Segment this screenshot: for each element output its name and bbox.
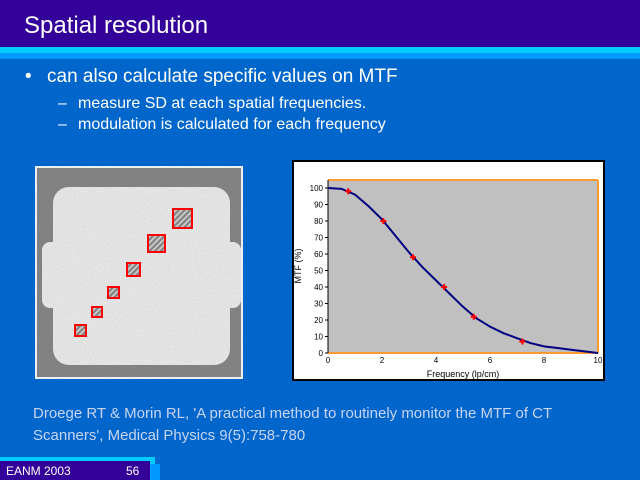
data-point [519, 338, 526, 345]
y-tick-label: 90 [314, 201, 323, 210]
y-tick-label: 30 [314, 300, 323, 309]
x-tick-label: 6 [488, 356, 493, 365]
x-tick-label: 10 [594, 356, 603, 365]
page-number: 56 [126, 464, 140, 478]
footer-box: EANM 2003 56 [0, 461, 150, 480]
footer-stripe [0, 457, 155, 461]
plot-area [328, 180, 598, 353]
footer-stripe-2 [150, 464, 160, 480]
ct-phantom-image [35, 166, 243, 379]
mtf-chart-svg: 0 10 20 30 40 50 60 70 80 90 100 0 2 4 6 8 10 Frequency … [293, 179, 603, 379]
sub-bullet-2: modulation is calculated for each freque… [78, 116, 386, 133]
roi-square [147, 234, 166, 253]
roi-square [126, 262, 141, 277]
y-tick-label: 60 [314, 250, 323, 259]
data-point [441, 284, 448, 290]
sub-bullet-1: measure SD at each spatial frequencies. [78, 95, 367, 112]
x-axis-label: Frequency (lp/cm) [427, 369, 500, 379]
data-point [470, 313, 477, 320]
roi-square [74, 324, 87, 337]
footer-stripe-corner [150, 457, 155, 464]
y-tick-label: 40 [314, 283, 323, 292]
bullet-text: can also calculate specific values on MT… [47, 66, 398, 87]
data-point [410, 254, 417, 261]
footer-event: EANM 2003 [6, 464, 71, 478]
y-tick-label: 80 [314, 217, 323, 226]
citation-line-1: Droege RT & Morin RL, 'A practical metho… [33, 405, 553, 422]
y-axis-label: MTF (%) [294, 249, 303, 284]
citation-line-2: Scanners', Medical Physics 9(5):758-780 [33, 427, 306, 444]
slide-title: Spatial resolution [24, 12, 209, 39]
y-tick-label: 50 [314, 267, 323, 276]
data-point [380, 218, 387, 224]
data-point [345, 188, 352, 195]
mtf-chart: 0 10 20 30 40 50 60 70 80 90 100 0 2 4 6 8 10 Frequency … [292, 160, 605, 381]
x-tick-label: 2 [380, 356, 385, 365]
x-tick-label: 0 [326, 356, 331, 365]
bullet-marker: • [25, 66, 32, 87]
y-tick-label: 100 [310, 184, 324, 193]
citation: Droege RT & Morin RL, 'A practical metho… [33, 403, 633, 447]
title-bar [0, 0, 640, 47]
roi-square [172, 208, 193, 229]
header-stripe-2 [0, 53, 640, 59]
roi-square [91, 306, 103, 318]
y-tick-label: 10 [314, 333, 323, 342]
header-stripe [0, 47, 640, 53]
sub-bullet-marker: – [58, 95, 67, 112]
roi-square [107, 286, 120, 299]
mtf-curve [327, 187, 599, 354]
x-tick-label: 8 [542, 356, 547, 365]
sub-bullet-marker: – [58, 116, 67, 133]
y-tick-label: 20 [314, 316, 323, 325]
x-tick-label: 4 [434, 356, 439, 365]
y-tick-label: 0 [319, 349, 324, 358]
y-tick-label: 70 [314, 234, 323, 243]
